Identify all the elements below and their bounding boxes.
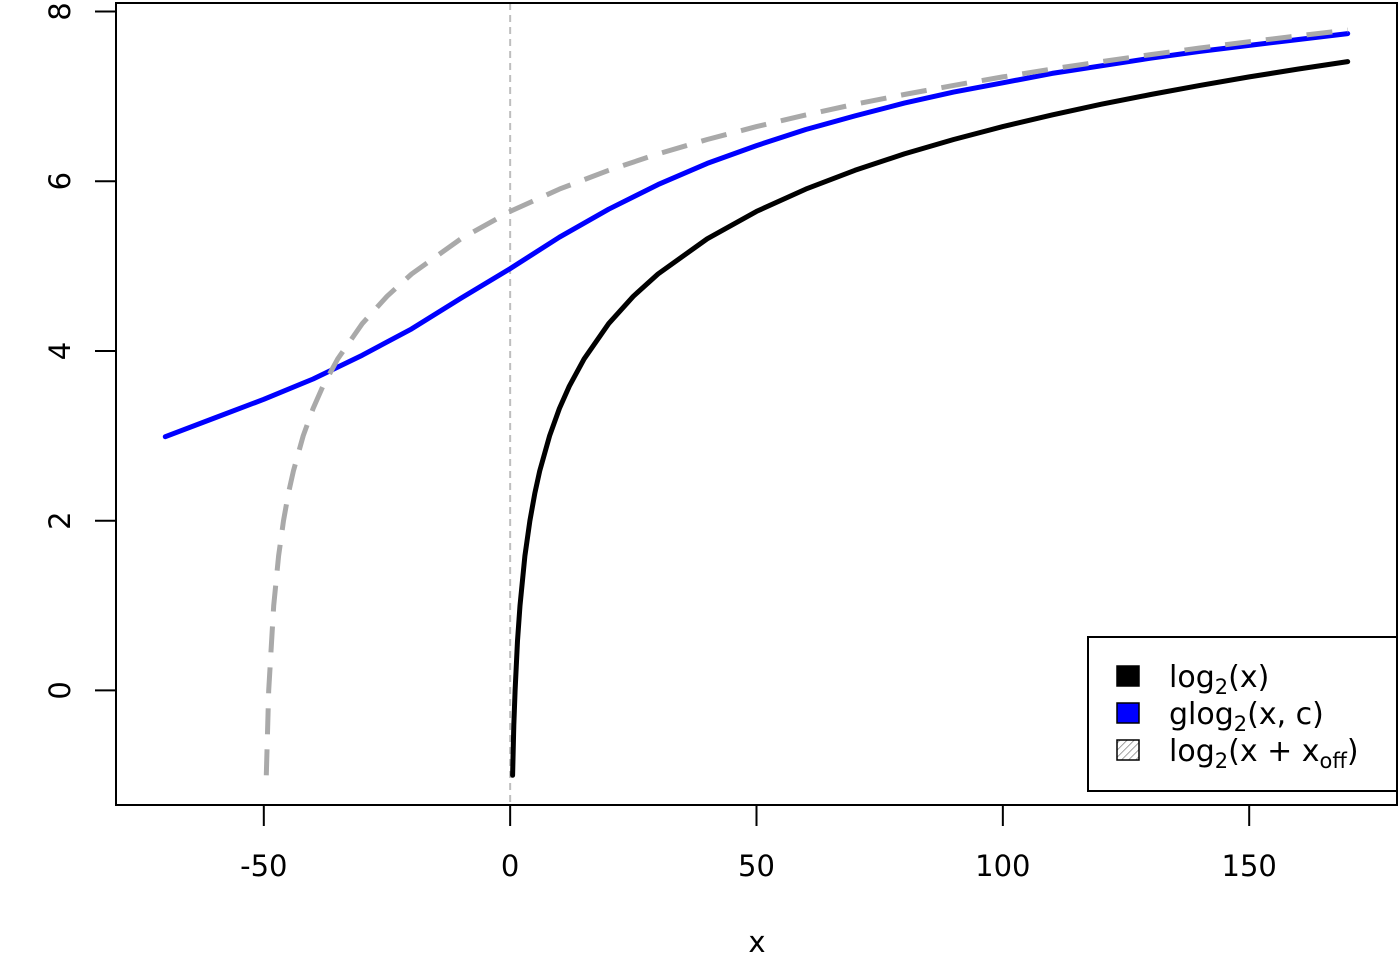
legend: log2(x)glog2(x, c)log2(x + xoff) xyxy=(1087,636,1398,792)
x-axis: -50 0 50 100 150 xyxy=(240,805,1277,883)
y-axis: 0 2 4 6 8 xyxy=(43,2,116,700)
x-tick-label: 150 xyxy=(1222,849,1277,883)
y-tick-label: 2 xyxy=(43,511,77,529)
x-tick-label: 100 xyxy=(975,849,1030,883)
y-tick-label: 0 xyxy=(43,681,77,699)
x-tick-label: -50 xyxy=(240,849,287,883)
y-tick-label: 8 xyxy=(43,2,77,20)
legend-label: log2(x + xoff) xyxy=(1169,734,1359,773)
x-tick-label: 50 xyxy=(738,849,775,883)
legend-swatch xyxy=(1116,702,1140,724)
series-line-log2 xyxy=(510,59,1351,778)
y-tick-label: 4 xyxy=(43,342,77,360)
legend-label: glog2(x, c) xyxy=(1169,697,1324,736)
x-axis-title: x xyxy=(748,925,765,959)
series-layer xyxy=(162,27,1351,778)
legend-swatch xyxy=(1116,739,1140,761)
series-line-glog2 xyxy=(162,31,1351,440)
legend-label: log2(x) xyxy=(1169,660,1269,699)
legend-swatch xyxy=(1116,665,1140,687)
x-tick-label: 0 xyxy=(501,849,519,883)
y-tick-label: 6 xyxy=(43,172,77,190)
series-line-log2_offset xyxy=(263,27,1348,776)
